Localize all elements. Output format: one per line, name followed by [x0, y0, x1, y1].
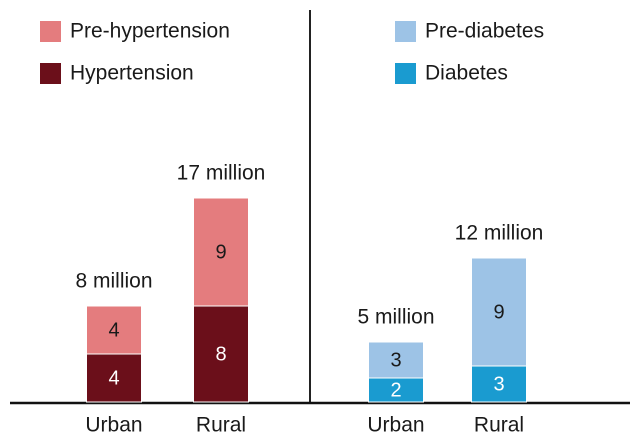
bar-segment — [193, 197, 249, 307]
segment-label: 3 — [390, 349, 401, 371]
total-label: 5 million — [357, 306, 434, 329]
legend-swatch — [395, 21, 416, 42]
bar-segment — [471, 365, 527, 403]
bar-segment — [471, 257, 527, 367]
segment-label: 9 — [215, 241, 226, 263]
bar-segment — [193, 305, 249, 403]
segment-label: 4 — [108, 367, 119, 389]
x-tick-label: Urban — [367, 414, 424, 437]
legend-label: Pre-diabetes — [425, 20, 544, 43]
legend-swatch — [40, 63, 61, 84]
legend-label: Diabetes — [425, 62, 508, 85]
segment-label: 8 — [215, 343, 226, 365]
total-label: 8 million — [75, 270, 152, 293]
bar-segment — [86, 353, 142, 403]
segment-label: 2 — [390, 379, 401, 401]
segment-label: 4 — [108, 319, 119, 341]
bar-segment — [368, 341, 424, 379]
x-tick-label: Rural — [474, 414, 524, 437]
legend-swatch — [395, 63, 416, 84]
legend-swatch — [40, 21, 61, 42]
x-tick-label: Urban — [85, 414, 142, 437]
legend-label: Hypertension — [70, 62, 194, 85]
total-label: 17 million — [177, 162, 266, 185]
x-tick-label: Rural — [196, 414, 246, 437]
bar-segment — [86, 305, 142, 355]
legend-label: Pre-hypertension — [70, 20, 230, 43]
total-label: 12 million — [455, 222, 544, 245]
segment-label: 9 — [493, 301, 504, 323]
segment-label: 3 — [493, 373, 504, 395]
